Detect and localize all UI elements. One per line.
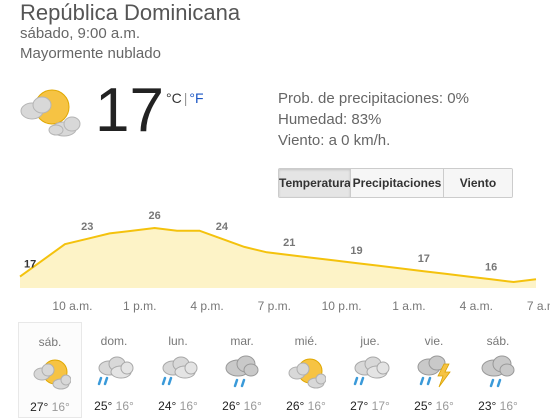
forecast-low: 17° bbox=[371, 399, 390, 413]
forecast-low: 16° bbox=[243, 399, 262, 413]
forecast-day[interactable]: vie. 25° 16° bbox=[402, 322, 466, 418]
tab-precipitaciones[interactable]: Precipitaciones bbox=[350, 169, 443, 197]
time-tick-label: 10 p.m. bbox=[321, 299, 362, 313]
forecast-temps: 27° 17° bbox=[338, 399, 402, 413]
forecast-high: 26° bbox=[286, 399, 305, 413]
forecast-high: 25° bbox=[414, 399, 433, 413]
rain-cloud-icon bbox=[350, 354, 390, 390]
unit-separator: | bbox=[183, 90, 188, 106]
forecast-day-name: mar. bbox=[230, 334, 254, 348]
time-tick-label: 4 a.m. bbox=[459, 299, 493, 313]
forecast-low: 16° bbox=[179, 399, 198, 413]
forecast-day-name: lun. bbox=[168, 334, 188, 348]
forecast-day-name: mié. bbox=[294, 334, 318, 348]
sun-cloud-icon bbox=[31, 355, 72, 391]
forecast-day-name: vie. bbox=[424, 334, 444, 348]
wind: Viento: a 0 km/h. bbox=[278, 132, 391, 149]
showers-icon bbox=[478, 354, 518, 390]
forecast-temps: 27° 16° bbox=[19, 400, 81, 414]
forecast-day-name: jue. bbox=[360, 334, 380, 348]
rain-cloud-icon bbox=[94, 354, 134, 390]
tab-temperatura[interactable]: Temperatura bbox=[279, 169, 351, 197]
current-temperature: 17 bbox=[95, 76, 164, 145]
weather-details: Prob. de precipitaciones: 0% Humedad: 83… bbox=[278, 88, 469, 151]
location-title: República Dominicana bbox=[20, 0, 241, 25]
chart-data-label: 16 bbox=[485, 261, 497, 273]
forecast-day[interactable]: dom. 25° 16° bbox=[82, 322, 146, 418]
forecast-low: 16° bbox=[435, 399, 454, 413]
temperature-line bbox=[19, 226, 537, 284]
unit-celsius[interactable]: °C bbox=[166, 90, 182, 106]
forecast-high: 23° bbox=[478, 399, 497, 413]
temperature-chart: 17 23 26 24 21 19 17 16 bbox=[19, 210, 537, 288]
time-tick-label: 10 a.m. bbox=[52, 299, 93, 313]
forecast-temps: 26° 16° bbox=[274, 399, 338, 413]
precipitation-probability: Prob. de precipitaciones: 0% bbox=[278, 90, 469, 107]
chart-data-label: 19 bbox=[350, 245, 362, 257]
time-tick-label: 7 a.m. bbox=[526, 299, 550, 313]
forecast-temps: 25° 16° bbox=[402, 399, 466, 413]
forecast-temps: 23° 16° bbox=[466, 399, 530, 413]
forecast-low: 16° bbox=[499, 399, 518, 413]
forecast-high: 24° bbox=[158, 399, 177, 413]
forecast-day-name: sáb. bbox=[38, 335, 62, 349]
chart-data-label: 17 bbox=[418, 253, 430, 265]
forecast-day[interactable]: lun. 24° 16° bbox=[146, 322, 210, 418]
forecast-high: 25° bbox=[94, 399, 113, 413]
unit-switch: °C | °F bbox=[166, 90, 204, 106]
time-axis: 10 a.m. 1 p.m. 4 p.m. 7 p.m. 10 p.m. 1 a.m. 4 … bbox=[0, 299, 550, 315]
forecast-days: sáb. 27° 16° dom. 25° 16° lun. 24° 16° mar. 26°… bbox=[18, 322, 530, 418]
tab-viento[interactable]: Viento bbox=[443, 169, 512, 197]
forecast-high: 26° bbox=[222, 399, 241, 413]
thunderstorm-icon bbox=[414, 354, 454, 390]
datetime: sábado, 9:00 a.m. bbox=[20, 25, 141, 42]
partly-cloudy-icon bbox=[18, 87, 84, 139]
forecast-high: 27° bbox=[350, 399, 369, 413]
chart-tabs: Temperatura Precipitaciones Viento bbox=[278, 168, 513, 198]
time-tick-label: 7 p.m. bbox=[257, 299, 292, 313]
condition-text: Mayormente nublado bbox=[20, 45, 161, 62]
forecast-temps: 26° 16° bbox=[210, 399, 274, 413]
forecast-day[interactable]: sáb. 23° 16° bbox=[466, 322, 530, 418]
showers-icon bbox=[222, 354, 262, 390]
forecast-low: 16° bbox=[51, 400, 70, 414]
time-tick-label: 1 a.m. bbox=[392, 299, 426, 313]
forecast-temps: 25° 16° bbox=[82, 399, 146, 413]
forecast-high: 27° bbox=[30, 400, 49, 414]
unit-fahrenheit[interactable]: °F bbox=[189, 90, 204, 106]
forecast-temps: 24° 16° bbox=[146, 399, 210, 413]
chart-data-label: 26 bbox=[148, 210, 160, 222]
forecast-low: 16° bbox=[307, 399, 326, 413]
forecast-day[interactable]: sáb. 27° 16° bbox=[18, 322, 82, 418]
chart-data-label: 23 bbox=[81, 221, 93, 233]
time-tick-label: 4 p.m. bbox=[190, 299, 224, 313]
time-tick-label: 1 p.m. bbox=[123, 299, 157, 313]
chart-data-label: 21 bbox=[283, 237, 295, 249]
rain-cloud-icon bbox=[158, 354, 198, 390]
forecast-low: 16° bbox=[115, 399, 134, 413]
chart-data-label: 24 bbox=[216, 221, 229, 233]
forecast-day[interactable]: jue. 27° 17° bbox=[338, 322, 402, 418]
sun-cloud-icon bbox=[286, 354, 327, 390]
temperature-area bbox=[20, 228, 536, 288]
humidity: Humedad: 83% bbox=[278, 111, 382, 128]
forecast-day[interactable]: mar. 26° 16° bbox=[210, 322, 274, 418]
chart-data-label: 17 bbox=[24, 259, 36, 271]
forecast-day-name: dom. bbox=[100, 334, 128, 348]
forecast-day[interactable]: mié. 26° 16° bbox=[274, 322, 338, 418]
forecast-day-name: sáb. bbox=[486, 334, 510, 348]
